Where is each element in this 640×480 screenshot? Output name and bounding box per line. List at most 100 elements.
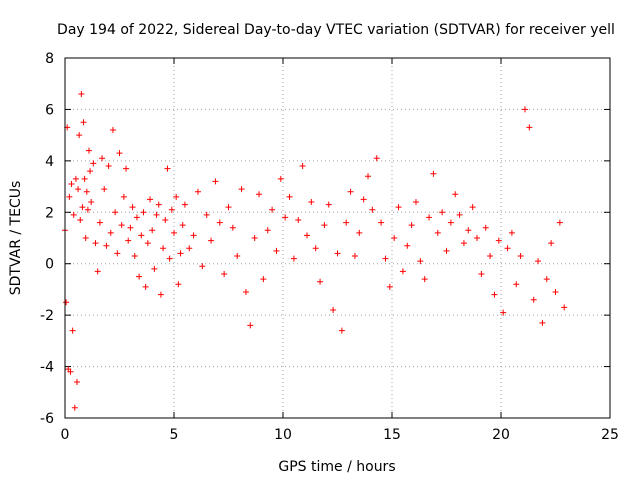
data-point [66, 193, 73, 200]
plot-frame [64, 57, 611, 419]
data-point [118, 222, 125, 229]
data-point [513, 281, 520, 288]
data-point [321, 222, 328, 229]
data-point [76, 132, 83, 139]
x-axis-label: GPS time / hours [278, 459, 395, 475]
tick-labels: 0 5 10 15 20 25 -6 -4 -2 0 2 4 6 8 [40, 51, 619, 443]
data-point [561, 304, 568, 311]
data-point [138, 232, 145, 239]
data-point [325, 201, 332, 208]
data-point [430, 170, 437, 177]
data-point [194, 188, 201, 195]
data-point [112, 209, 119, 216]
data-point [81, 175, 88, 182]
data-point [162, 217, 169, 223]
data-point [299, 163, 306, 169]
data-point [487, 253, 494, 259]
data-point [408, 222, 415, 229]
grid-lines [65, 58, 610, 418]
data-point [157, 291, 164, 298]
data-point [69, 327, 76, 334]
data-point [177, 250, 184, 257]
data-point [78, 91, 85, 97]
data-point [85, 147, 92, 154]
data-point [168, 206, 175, 213]
data-point [334, 250, 341, 257]
data-point [242, 289, 249, 295]
y-tick-label: -4 [40, 360, 54, 376]
data-point [133, 214, 140, 221]
x-tick-label: 15 [383, 427, 401, 443]
data-point [221, 271, 228, 277]
data-point [517, 253, 524, 259]
data-point [343, 219, 350, 226]
data-point [116, 150, 123, 157]
data-point [175, 281, 182, 288]
data-point [77, 217, 84, 223]
data-point [365, 173, 372, 180]
data-point [63, 299, 70, 306]
data-point [330, 307, 337, 313]
data-point [491, 291, 498, 298]
data-point [90, 160, 97, 167]
data-point [452, 191, 459, 198]
data-point [290, 255, 297, 262]
data-point [173, 193, 180, 200]
data-point [556, 219, 563, 226]
data-point [82, 235, 89, 241]
data-point [96, 219, 103, 226]
data-point [114, 250, 121, 257]
data-point [186, 245, 193, 252]
data-point [75, 186, 82, 193]
data-point [83, 188, 90, 195]
x-tick-label: 10 [274, 427, 292, 443]
data-point [123, 165, 130, 172]
data-point [347, 188, 354, 195]
y-tick-label: 4 [45, 154, 54, 170]
data-point [282, 214, 289, 221]
data-point [548, 240, 555, 247]
y-tick-label: -2 [40, 308, 54, 324]
data-point [369, 206, 376, 213]
data-point [500, 309, 507, 316]
data-point [478, 271, 485, 277]
data-point [199, 263, 206, 270]
data-point [273, 247, 280, 254]
data-point [303, 232, 310, 239]
data-point [72, 175, 79, 182]
data-point [225, 204, 232, 211]
data-point [382, 255, 389, 262]
data-point [73, 379, 80, 385]
data-point [216, 219, 223, 226]
data-point [105, 163, 112, 169]
data-point [166, 255, 173, 262]
data-point [140, 209, 147, 216]
data-point [521, 106, 528, 113]
data-point [317, 278, 324, 285]
data-point [190, 232, 197, 239]
y-tick-label: 8 [45, 51, 54, 67]
data-point [391, 235, 398, 241]
data-point [269, 206, 276, 213]
data-point [421, 276, 428, 283]
data-point [151, 265, 158, 272]
data-point [552, 289, 559, 295]
data-point [101, 186, 108, 193]
data-point [84, 206, 91, 213]
data-point [412, 199, 419, 205]
data-point [92, 240, 99, 247]
y-tick-label: 2 [45, 205, 54, 221]
data-point [465, 227, 472, 234]
data-point [308, 199, 315, 205]
data-point [251, 235, 258, 241]
data-point [378, 219, 385, 226]
x-tick-label: 25 [601, 427, 619, 443]
data-point [286, 193, 293, 200]
data-point [234, 253, 241, 259]
data-point [136, 273, 143, 280]
data-point [351, 253, 358, 259]
data-point [356, 229, 363, 236]
data-point [447, 219, 454, 226]
data-point [312, 245, 319, 252]
